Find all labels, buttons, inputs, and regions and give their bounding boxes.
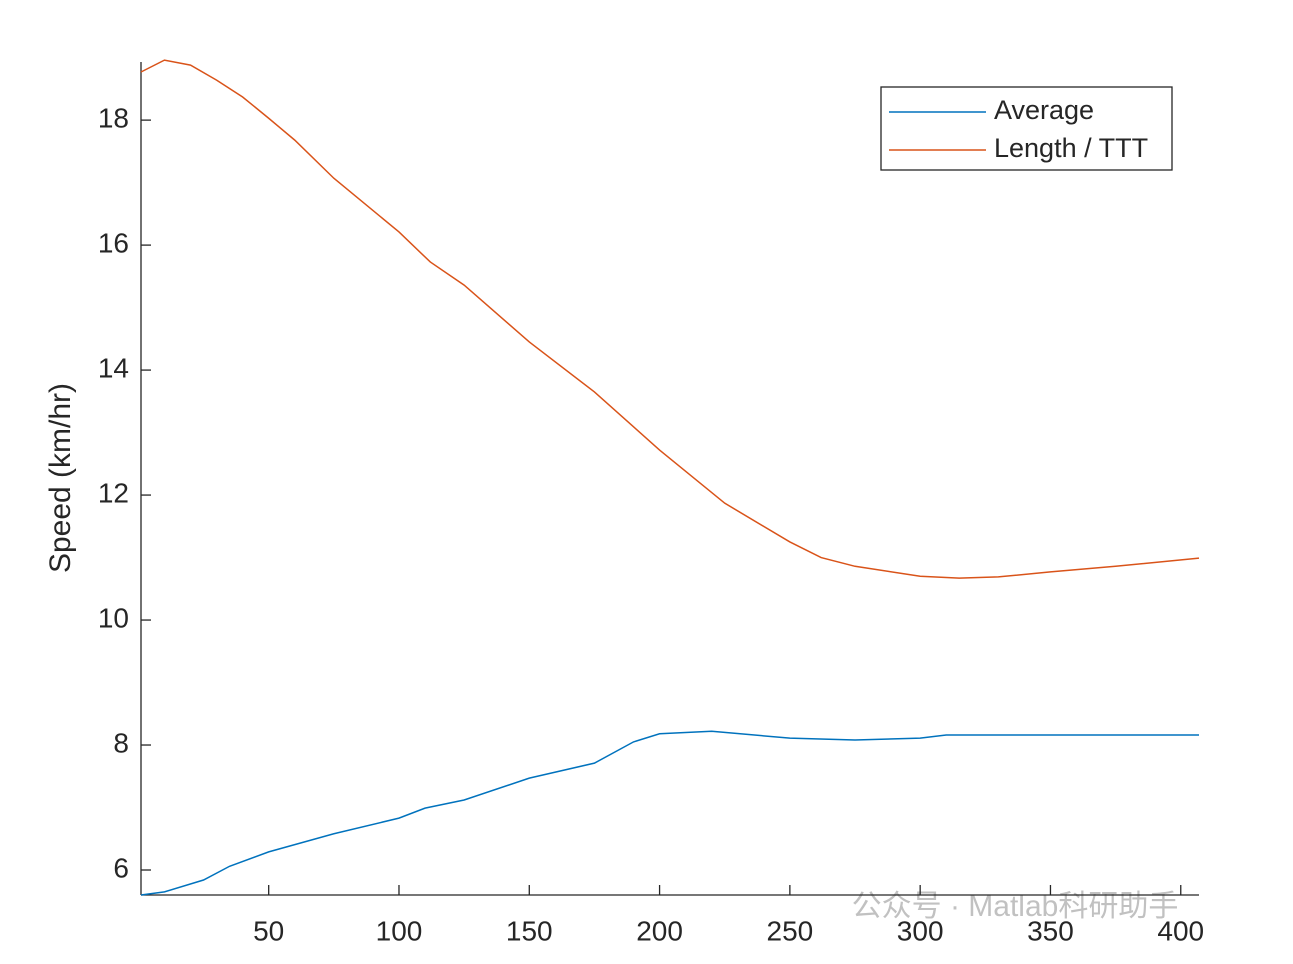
y-tick-label: 6 bbox=[113, 852, 129, 883]
y-tick-label: 12 bbox=[98, 477, 129, 508]
y-tick-label: 8 bbox=[113, 727, 129, 758]
y-tick-label: 10 bbox=[98, 602, 129, 633]
x-tick-label: 200 bbox=[636, 915, 683, 946]
x-tick-label: 400 bbox=[1157, 915, 1204, 946]
x-tick-label: 350 bbox=[1027, 915, 1074, 946]
x-tick-label: 50 bbox=[253, 915, 284, 946]
line bbox=[140, 59, 1200, 579]
y-tick-label: 18 bbox=[98, 103, 129, 134]
x-tick-label: 150 bbox=[506, 915, 553, 946]
legend-label: Length / TTT bbox=[994, 133, 1148, 163]
x-tick-label: 300 bbox=[897, 915, 944, 946]
legend-label: Average bbox=[994, 95, 1094, 125]
y-tick-label: 14 bbox=[98, 352, 129, 383]
line bbox=[140, 730, 1199, 896]
x-tick-label: 100 bbox=[376, 915, 423, 946]
y-tick-label: 16 bbox=[98, 227, 129, 258]
x-tick-label: 250 bbox=[767, 915, 814, 946]
y-axis-label: Speed (km/hr) bbox=[44, 383, 77, 573]
legend-box bbox=[880, 86, 1173, 171]
